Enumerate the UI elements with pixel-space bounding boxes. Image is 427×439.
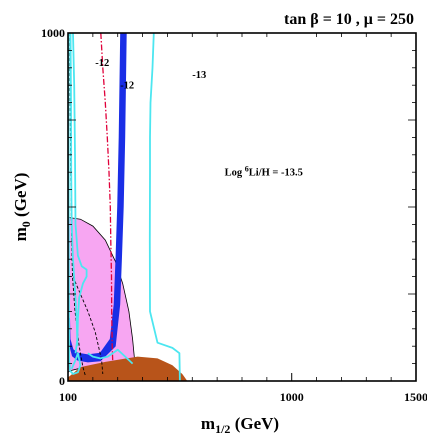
cyan-contour-4 [87, 348, 134, 365]
annotation-3: Log 6Li/H = -13.5 [225, 165, 303, 179]
y-axis-label: m0 (GeV) [11, 173, 33, 242]
cyan-contour-3 [68, 33, 82, 375]
annotation-0: -12 [95, 58, 109, 69]
chart-title: tan β = 10 , μ = 250 [284, 11, 414, 28]
x-tick-label-0: 100 [59, 390, 77, 404]
x-axis-label: m1/2 (GeV) [201, 414, 279, 436]
red-dashdot-line [100, 33, 114, 361]
cyan-contour-1 [69, 33, 79, 347]
annotation-2: -13 [192, 70, 206, 81]
x-tick-label-2: 1500 [404, 390, 427, 404]
cyan-contour-0 [72, 33, 88, 354]
annotation-layer: -12 -12 -13 Log 6Li/H = -13.5 [95, 58, 303, 179]
annotation-1: -12 [120, 81, 134, 92]
annotation-3-rest: Li/H = -13.5 [249, 168, 303, 179]
plot-area [68, 33, 188, 381]
tick-layer: 100 1000 1500 0 1000 [41, 26, 427, 404]
y-axis-label-sub: 0 [19, 221, 33, 227]
cyan-contour-2 [148, 33, 181, 381]
brown-region [68, 356, 188, 381]
x-axis-label-sub: 1/2 [215, 422, 230, 436]
y-tick-label-1: 1000 [41, 26, 65, 40]
black-dashed-line-1 [68, 276, 104, 375]
annotation-3-sup: 6 [245, 165, 249, 174]
y-axis-label-main: m [11, 227, 30, 241]
annotation-3-main: Log [225, 168, 245, 179]
y-axis-label-unit: (GeV) [11, 173, 30, 222]
x-tick-label-1: 1000 [280, 390, 304, 404]
y-tick-label-0: 0 [59, 374, 65, 388]
x-axis-label-main: m [201, 414, 215, 433]
x-axis-label-unit: (GeV) [230, 414, 279, 433]
